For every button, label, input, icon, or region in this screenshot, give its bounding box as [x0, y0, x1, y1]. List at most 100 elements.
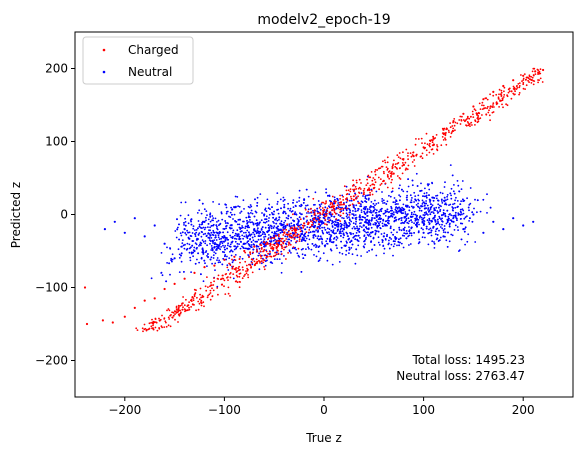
charged-cloud-dot — [394, 165, 397, 168]
neutral-cloud-dot — [249, 216, 251, 219]
neutral-cloud-dot — [315, 246, 317, 249]
charged-cloud-dot — [342, 195, 344, 198]
neutral-cloud-dot — [410, 199, 413, 202]
neutral-cloud-dot — [195, 239, 198, 241]
charged-cloud-dot — [492, 111, 495, 113]
charged-cloud-dot — [444, 134, 447, 137]
charged-cloud-dot — [425, 149, 428, 152]
neutral-cloud-dot — [335, 232, 337, 235]
x-axis-label: True z — [305, 431, 342, 445]
charged-cloud-dot — [506, 95, 509, 98]
charged-cloud-dot — [200, 296, 203, 299]
charged-cloud-dot — [171, 311, 174, 314]
neutral-cloud-dot — [286, 231, 289, 234]
neutral-cloud-dot — [189, 256, 192, 259]
neutral-cloud-dot — [284, 219, 287, 222]
charged-cloud-dot — [366, 182, 369, 185]
neutral-cloud-dot — [349, 223, 351, 226]
neutral-cloud-dot — [180, 254, 182, 257]
neutral-cloud-dot — [243, 220, 245, 223]
neutral-cloud-dot — [346, 217, 349, 219]
charged-cloud-dot — [331, 202, 334, 205]
neutral-cloud-dot — [228, 226, 231, 229]
neutral-cloud-dot — [433, 197, 436, 199]
charged-cloud-dot — [292, 234, 295, 237]
charged-cloud-dot — [281, 247, 283, 250]
neutral-cloud-dot — [264, 226, 267, 229]
charged-cloud-dot — [374, 170, 376, 173]
neutral-cloud-dot — [334, 224, 336, 227]
neutral-cloud-dot — [292, 206, 295, 209]
neutral-cloud-dot — [373, 217, 376, 220]
charged-cloud-dot — [453, 118, 456, 120]
neutral-cloud-dot — [217, 219, 220, 222]
charged-cloud-dot — [346, 199, 349, 202]
neutral-cloud-dot — [320, 223, 323, 225]
charged-cloud-dot — [481, 108, 484, 110]
neutral-cloud-dot — [175, 236, 178, 239]
charged-cloud-dot — [528, 81, 530, 83]
neutral-point — [133, 217, 136, 220]
charged-point — [352, 198, 355, 201]
neutral-cloud-dot — [414, 223, 417, 226]
charged-cloud-dot — [369, 194, 372, 196]
neutral-cloud-dot — [452, 214, 455, 217]
neutral-cloud-dot — [174, 230, 177, 232]
neutral-cloud-dot — [379, 218, 382, 220]
neutral-cloud-dot — [284, 225, 287, 227]
charged-cloud-dot — [505, 103, 507, 106]
charged-cloud-dot — [295, 240, 298, 243]
y-axis-label: Predicted z — [9, 182, 23, 248]
neutral-cloud-dot — [216, 245, 219, 248]
charged-cloud-dot — [283, 246, 286, 249]
charged-cloud-dot — [234, 259, 237, 261]
neutral-cloud-dot — [395, 237, 398, 240]
neutral-cloud-dot — [431, 182, 434, 185]
neutral-cloud-dot — [248, 226, 251, 229]
charged-cloud-dot — [385, 166, 388, 169]
charged-cloud-dot — [436, 145, 439, 148]
neutral-cloud-dot — [340, 227, 343, 230]
neutral-cloud-dot — [201, 251, 204, 254]
charged-cloud-dot — [293, 226, 296, 229]
neutral-cloud-dot — [409, 243, 412, 245]
neutral-cloud-dot — [299, 226, 302, 229]
neutral-cloud-dot — [420, 209, 423, 212]
neutral-cloud-dot — [321, 226, 323, 229]
neutral-cloud-dot — [289, 209, 291, 212]
neutral-cloud-dot — [411, 221, 413, 224]
neutral-cloud-dot — [271, 262, 274, 264]
neutral-cloud-dot — [258, 268, 261, 271]
neutral-cloud-dot — [241, 245, 243, 248]
neutral-cloud-dot — [287, 207, 289, 210]
charged-cloud-dot — [263, 259, 266, 262]
neutral-cloud-dot — [410, 226, 413, 229]
charged-cloud-dot — [167, 308, 170, 310]
neutral-cloud-dot — [400, 229, 403, 232]
neutral-cloud-dot — [402, 203, 405, 206]
neutral-cloud-dot — [288, 224, 291, 227]
charged-cloud-dot — [196, 296, 198, 299]
neutral-cloud-dot — [395, 200, 398, 203]
charged-cloud-dot — [317, 212, 319, 215]
neutral-cloud-dot — [249, 204, 252, 206]
neutral-cloud-dot — [364, 213, 367, 216]
neutral-cloud-dot — [267, 220, 270, 222]
neutral-cloud-dot — [428, 219, 431, 222]
charged-cloud-dot — [431, 139, 434, 142]
neutral-cloud-dot — [367, 227, 370, 230]
neutral-cloud-dot — [452, 203, 454, 206]
charged-cloud-dot — [353, 188, 356, 191]
charged-cloud-dot — [391, 178, 393, 181]
charged-cloud-dot — [326, 210, 329, 212]
neutral-cloud-dot — [349, 209, 351, 212]
charged-cloud-dot — [508, 90, 511, 93]
charged-cloud-dot — [537, 81, 539, 84]
neutral-cloud-dot — [262, 221, 265, 224]
charged-cloud-dot — [454, 121, 457, 124]
neutral-cloud-dot — [315, 229, 317, 232]
neutral-cloud-dot — [409, 232, 411, 235]
neutral-cloud-dot — [370, 241, 372, 243]
charged-cloud-dot — [232, 265, 235, 268]
charged-cloud-dot — [167, 316, 170, 319]
